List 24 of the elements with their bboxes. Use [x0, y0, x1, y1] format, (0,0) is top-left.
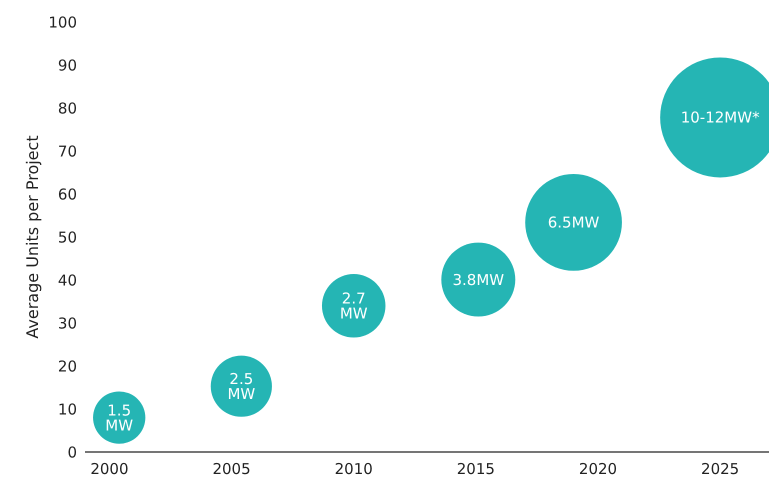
y-tick-label: 50 [58, 228, 77, 246]
y-tick-label: 20 [58, 357, 77, 376]
y-tick-label: 0 [67, 443, 77, 462]
x-tick-label: 2015 [456, 460, 495, 478]
x-tick-label: 2000 [90, 460, 129, 478]
x-tick-label: 2025 [701, 460, 740, 478]
x-tick-label: 2020 [578, 460, 618, 478]
annotation: 6.5MW [548, 214, 600, 232]
annotation: 1.5 MW [105, 401, 134, 434]
x-tick-label: 2005 [212, 460, 251, 478]
annotation: 2.7 MW [340, 290, 368, 323]
x-tick-label: 2010 [334, 460, 373, 478]
y-tick-label: 70 [58, 142, 77, 160]
annotation: 10-12MW* [680, 108, 760, 127]
annotation: 2.5 MW [227, 370, 256, 403]
y-tick-label: 60 [58, 185, 77, 204]
annotation: 3.8MW [452, 270, 504, 289]
y-tick-label: 10 [58, 400, 77, 418]
y-tick-label: 30 [58, 314, 77, 332]
y-tick-label: 90 [58, 56, 77, 74]
y-tick-label: 80 [58, 99, 77, 118]
y-axis-title: Average Units per Project [23, 135, 42, 339]
y-tick-label: 40 [58, 271, 77, 290]
y-tick-label: 100 [48, 13, 77, 32]
